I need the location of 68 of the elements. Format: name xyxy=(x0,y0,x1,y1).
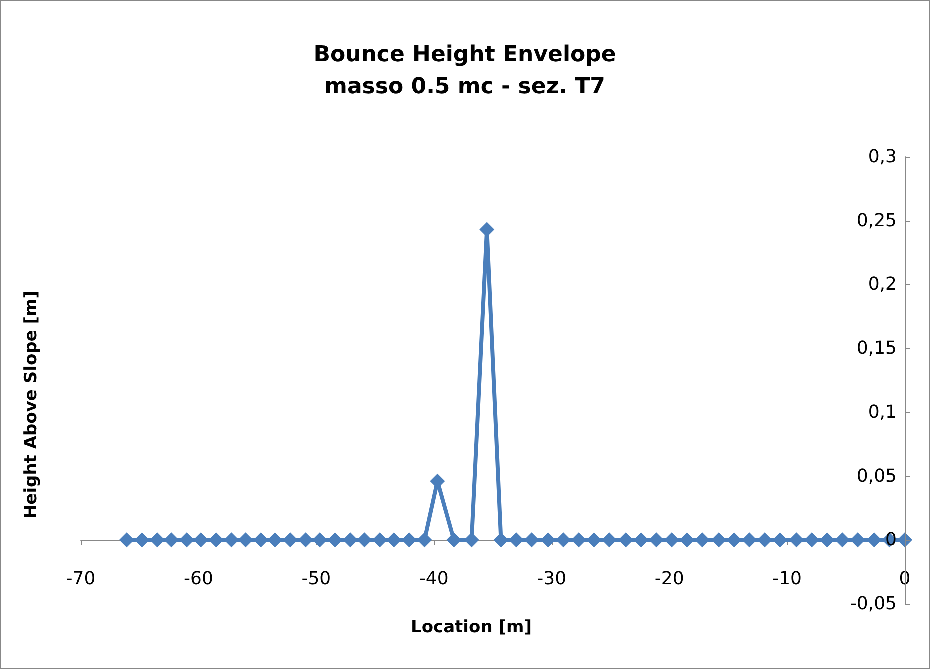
y-axis-title: Height Above Slope [m] xyxy=(22,290,42,520)
point xyxy=(119,532,134,548)
x-axis-title: Location [m] xyxy=(411,618,532,638)
point xyxy=(208,532,224,548)
x-tick-label: -40 xyxy=(419,568,449,590)
point xyxy=(254,532,269,548)
y-tick-label: 0,15 xyxy=(856,338,897,360)
point xyxy=(524,532,540,548)
point xyxy=(866,532,882,548)
point xyxy=(556,532,572,548)
point xyxy=(134,532,150,548)
y-tick-label: 0,3 xyxy=(868,146,897,168)
x-tick-label: -70 xyxy=(66,568,96,590)
point xyxy=(179,532,194,548)
point xyxy=(224,532,240,548)
point xyxy=(343,532,358,548)
point xyxy=(618,532,634,548)
point xyxy=(726,532,742,548)
point xyxy=(283,532,298,548)
point xyxy=(571,532,586,548)
chart-subtitle: masso 0.5 mc - sez. T7 xyxy=(324,74,606,100)
point xyxy=(540,532,556,548)
point xyxy=(417,532,432,548)
point xyxy=(446,532,462,548)
point xyxy=(742,532,758,548)
x-tick-label: -60 xyxy=(184,568,214,590)
point xyxy=(238,532,254,548)
point xyxy=(695,532,710,548)
point xyxy=(328,532,343,548)
point xyxy=(586,532,602,548)
point xyxy=(494,532,509,548)
point xyxy=(804,532,820,548)
y-tick-label: 0 xyxy=(886,530,897,551)
point xyxy=(164,532,180,548)
point xyxy=(312,532,328,548)
point xyxy=(664,532,680,548)
y-tick-label: 0,1 xyxy=(868,402,897,423)
point xyxy=(298,532,314,548)
y-tick-label: -0,05 xyxy=(850,594,897,614)
point xyxy=(357,532,372,548)
x-tick-label: -10 xyxy=(772,568,802,590)
point xyxy=(480,222,495,238)
point xyxy=(372,532,388,548)
point xyxy=(634,532,649,548)
y-tick-label: 0,25 xyxy=(856,210,897,232)
x-tick-label: -50 xyxy=(302,568,332,590)
point xyxy=(789,532,804,548)
point xyxy=(268,532,283,548)
x-tick-label: -30 xyxy=(537,568,567,590)
point xyxy=(194,532,209,548)
point xyxy=(772,532,788,548)
point xyxy=(602,532,618,548)
y-tick-label: 0,05 xyxy=(856,466,897,487)
point xyxy=(386,532,402,548)
point xyxy=(402,532,417,548)
point xyxy=(509,532,524,548)
chart-title: Bounce Height Envelope xyxy=(314,42,616,68)
x-tick-label: -20 xyxy=(654,568,684,590)
point xyxy=(150,532,166,548)
point xyxy=(712,532,727,548)
point xyxy=(757,532,772,548)
y-tick-label: 0,2 xyxy=(868,274,897,296)
point xyxy=(464,532,480,548)
point xyxy=(820,532,835,548)
point xyxy=(835,532,850,548)
point xyxy=(649,532,664,548)
point xyxy=(680,532,695,548)
point xyxy=(850,532,866,548)
